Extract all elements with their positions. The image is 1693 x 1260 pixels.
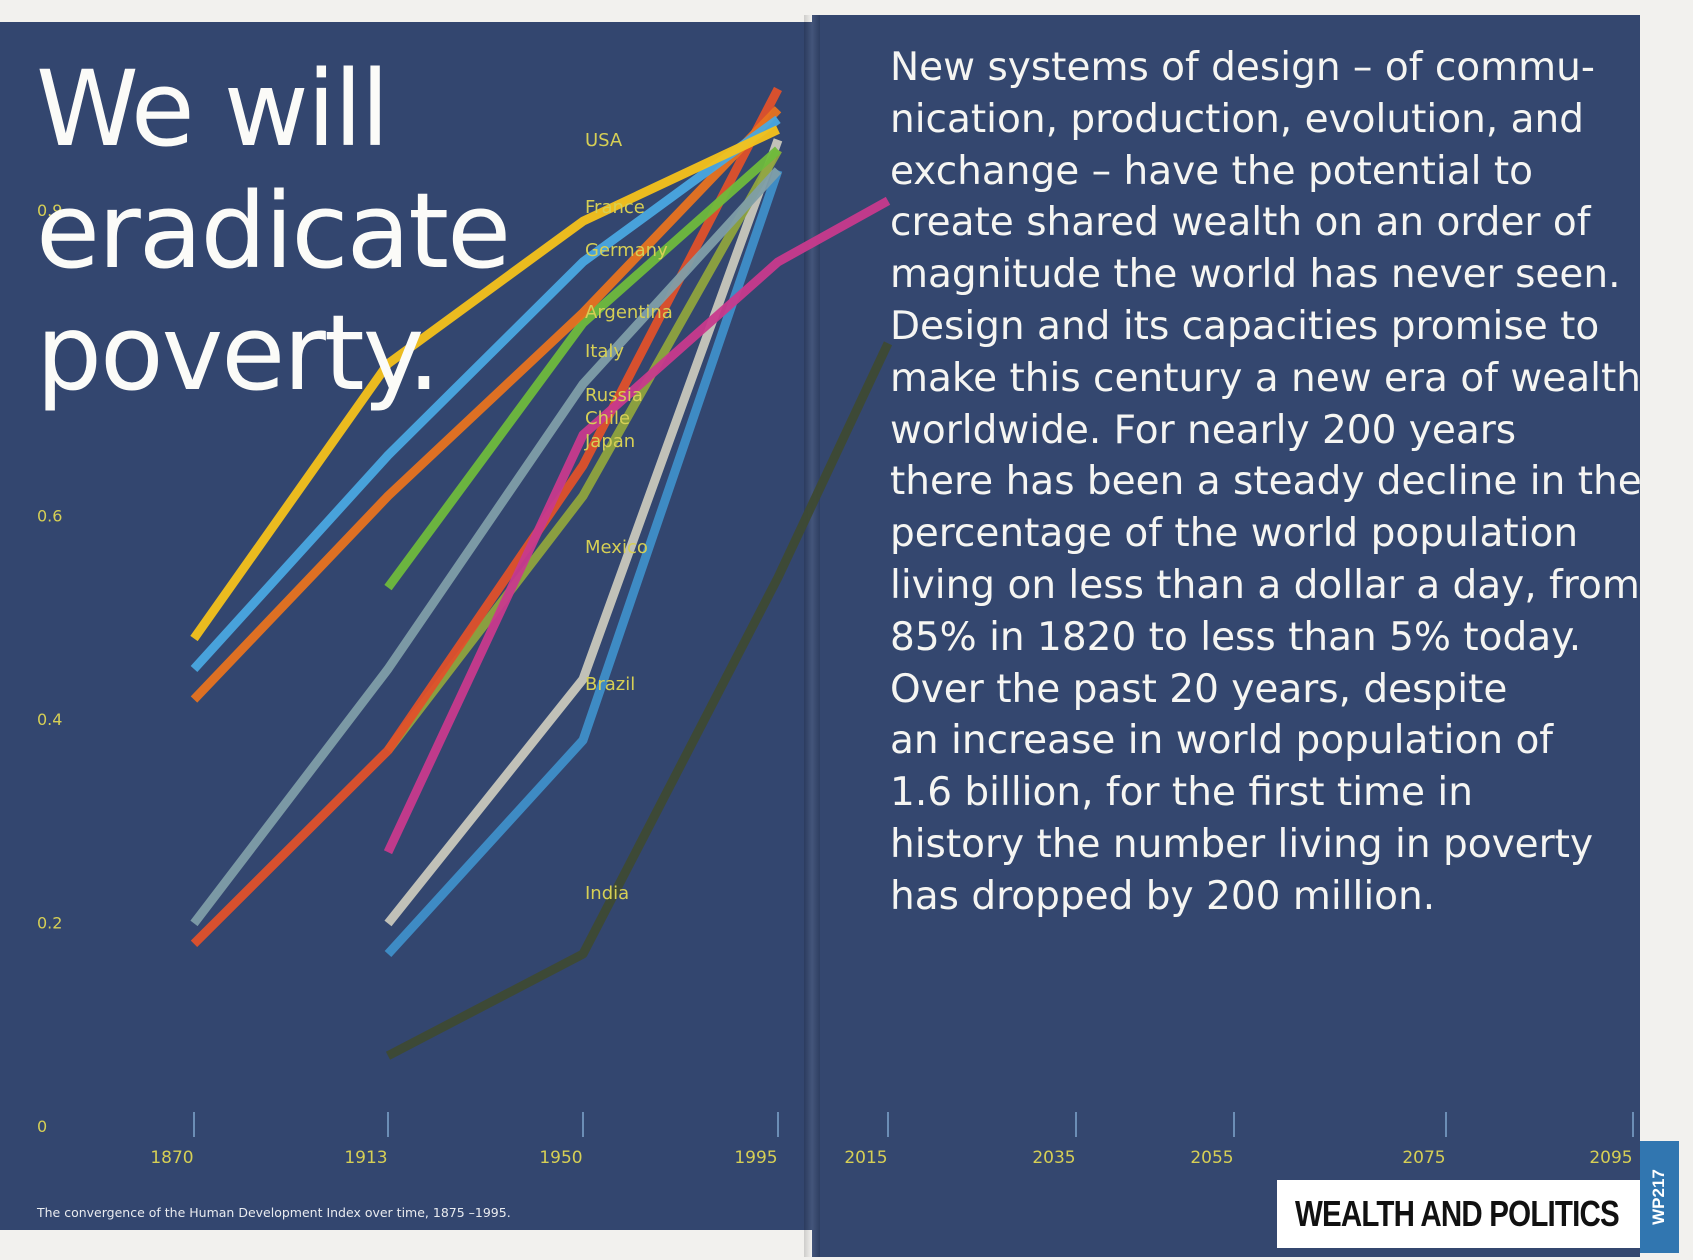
series-line-japan bbox=[384, 147, 782, 754]
series-line-usa bbox=[190, 125, 780, 642]
series-label: Russia bbox=[585, 385, 643, 406]
page-tab bbox=[1640, 1141, 1679, 1253]
y-tick-label: 0.2 bbox=[37, 913, 62, 932]
series-label: Chile bbox=[585, 408, 630, 429]
body-line: worldwide. For nearly 200 years bbox=[890, 407, 1517, 453]
y-tick-label: 0.9 bbox=[37, 201, 62, 220]
series-line-brazil bbox=[384, 168, 783, 958]
series-label: Brazil bbox=[585, 674, 635, 695]
y-tick-label: 0.4 bbox=[37, 710, 62, 729]
y-tick-label: 0 bbox=[37, 1117, 47, 1136]
body-line: magnitude the world has never seen. bbox=[890, 252, 1621, 298]
x-tick-label: 1913 bbox=[344, 1148, 387, 1168]
body-line: create shared wealth on an order of bbox=[890, 200, 1591, 246]
body-line: make this century a new era of wealth bbox=[890, 355, 1641, 401]
headline-line: poverty. bbox=[36, 292, 441, 414]
series-line-france bbox=[190, 115, 781, 673]
series-label: Italy bbox=[585, 341, 624, 362]
body-line: percentage of the world population bbox=[890, 511, 1579, 557]
headline: We will eradicate poverty. bbox=[36, 48, 511, 414]
x-tick-label: 2035 bbox=[1032, 1148, 1075, 1168]
page-number-label: WP217 bbox=[1649, 1169, 1668, 1225]
section-title: WEALTH AND POLITICS bbox=[1295, 1193, 1620, 1234]
left-page bbox=[0, 22, 812, 1230]
x-tick-label: 2075 bbox=[1402, 1148, 1445, 1168]
chart-caption: The convergence of the Human Development… bbox=[37, 1205, 511, 1220]
x-tick-label: 1870 bbox=[150, 1148, 193, 1168]
x-tick-label: 2015 bbox=[844, 1148, 887, 1168]
body-line: nication, production, evolution, and bbox=[890, 96, 1584, 142]
series-line-india bbox=[385, 341, 893, 1060]
series-label: Germany bbox=[585, 240, 668, 261]
body-line: there has been a steady decline in the bbox=[890, 459, 1642, 505]
body-line: 85% in 1820 to less than 5% today. bbox=[890, 614, 1582, 660]
body-line: an increase in world population of bbox=[890, 718, 1554, 764]
body-line: has dropped by 200 million. bbox=[890, 873, 1436, 919]
series-line-russia bbox=[383, 196, 891, 855]
right-page bbox=[812, 15, 1640, 1257]
x-tick-label: 1995 bbox=[734, 1148, 777, 1168]
headline-line: eradicate bbox=[36, 170, 511, 292]
body-line: exchange – have the potential to bbox=[890, 148, 1534, 194]
series-line-germany bbox=[190, 106, 782, 703]
body-line: Over the past 20 years, despite bbox=[890, 666, 1508, 712]
y-tick-label: 0.6 bbox=[37, 506, 62, 525]
body-line: Design and its capacities promise to bbox=[890, 303, 1600, 349]
series-line-argentina bbox=[384, 146, 781, 591]
series-line-italy bbox=[190, 167, 782, 927]
body-text: New systems of design – of commu- nicati… bbox=[890, 42, 1642, 923]
series-label: France bbox=[585, 197, 645, 218]
page-gutter bbox=[804, 15, 820, 1257]
x-tick-label: 2055 bbox=[1190, 1148, 1233, 1168]
series-label: Argentina bbox=[585, 302, 673, 323]
body-line: living on less than a dollar a day, from bbox=[890, 562, 1640, 608]
body-line: history the number living in poverty bbox=[890, 821, 1594, 867]
body-line: New systems of design – of commu- bbox=[890, 45, 1595, 90]
footer-title-box bbox=[1277, 1180, 1640, 1248]
series-label: USA bbox=[585, 130, 623, 151]
series-label: Mexico bbox=[585, 537, 648, 558]
x-tick-label: 1950 bbox=[539, 1148, 582, 1168]
series-label: Japan bbox=[584, 431, 635, 452]
x-tick-label: 2095 bbox=[1589, 1148, 1632, 1168]
body-line: 1.6 billion, for the first time in bbox=[890, 770, 1473, 816]
headline-line: We will bbox=[36, 48, 390, 170]
series-label: India bbox=[585, 883, 629, 904]
